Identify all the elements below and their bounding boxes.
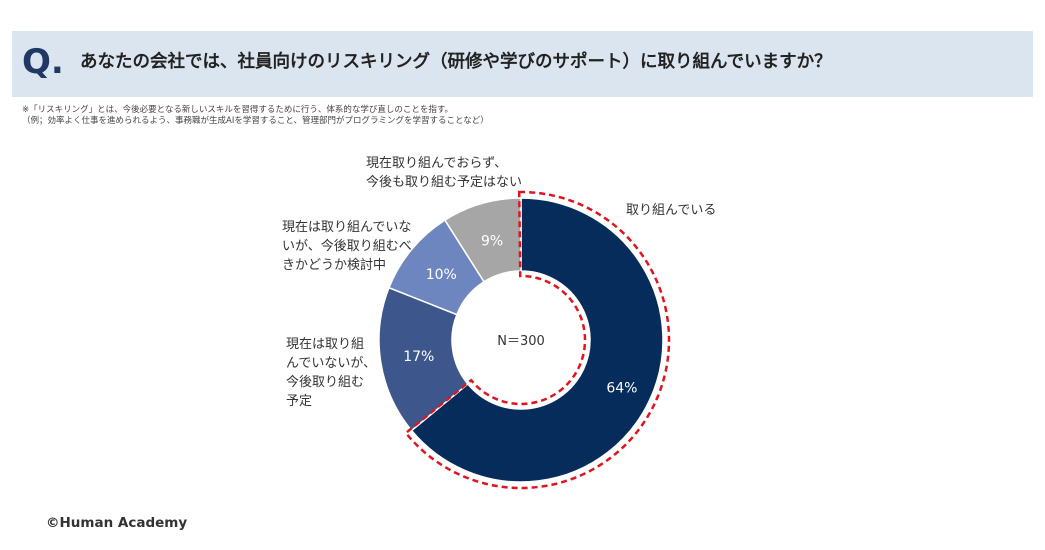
donut-slice-0 (410, 197, 664, 483)
highlight-outline (404, 190, 671, 490)
donut-slice-3 (443, 197, 522, 283)
donut-slice-1 (378, 286, 469, 432)
definition-note: ※「リスキリング」とは、今後必要となる新しいスキルを習得するために行う、体系的な… (22, 105, 454, 115)
slice-value-label-3: 9% (481, 234, 503, 250)
slice-value-label-1: 17% (403, 349, 434, 365)
callout-slice-3: 現在取り組んでおらず、 今後も取り組む予定はない (366, 156, 523, 190)
question-mark: Q. (22, 42, 64, 82)
question-banner (12, 31, 1033, 97)
slice-value-label-2: 10% (426, 267, 457, 283)
callout-slice-1: 現在は取り組 んでいないが、 今後取り組む 予定 (286, 337, 377, 409)
example-note: （例；効率よく仕事を進められるよう、事務職が生成AIを学習すること、管理部門がプ… (22, 116, 489, 126)
callout-slice-2: 現在は取り組んでいな いが、今後取り組むべ きかどうか検討中 (282, 220, 412, 273)
center-sample-size: N＝300 (497, 334, 545, 349)
slice-value-label-0: 64% (606, 380, 637, 396)
question-text: あなたの会社では、社員向けのリスキリング（研修や学びのサポート）に取り組んでいま… (80, 52, 832, 72)
copyright: ©Human Academy (46, 515, 188, 531)
callout-slice-0: 取り組んでいる (626, 203, 717, 218)
